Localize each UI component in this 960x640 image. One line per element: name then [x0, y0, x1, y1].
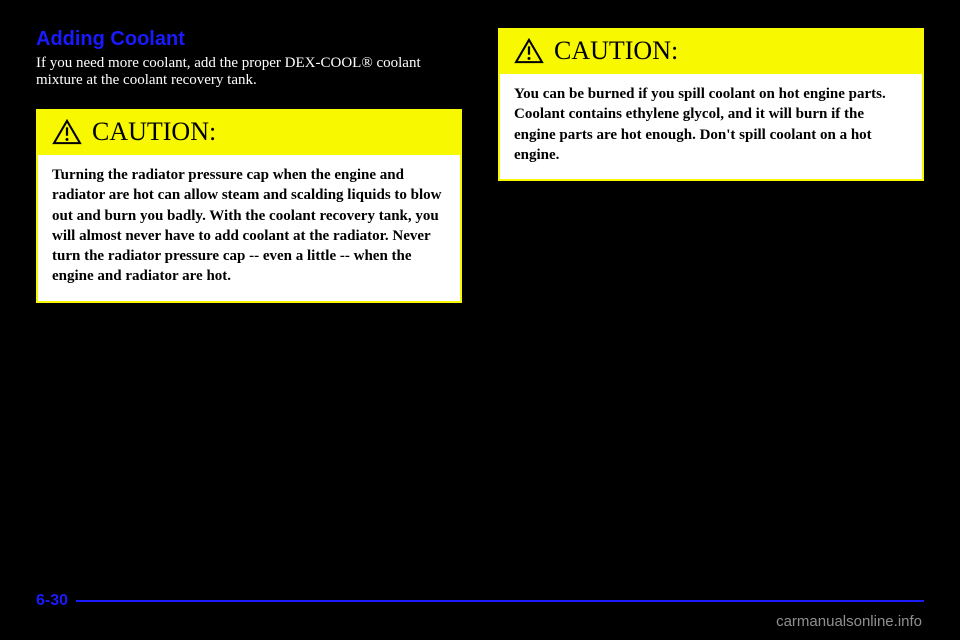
page-columns: Adding Coolant If you need more coolant,…	[0, 0, 960, 303]
footer-rule	[76, 600, 924, 602]
caution-body: You can be burned if you spill coolant o…	[500, 74, 922, 179]
page-number: 6-30	[36, 592, 68, 610]
warning-triangle-icon	[514, 38, 544, 64]
caution-header: CAUTION:	[38, 111, 460, 155]
page-footer: 6-30	[36, 592, 924, 610]
watermark-text: carmanualsonline.info	[776, 613, 922, 630]
caution-title: CAUTION:	[554, 36, 678, 66]
left-column: Adding Coolant If you need more coolant,…	[36, 28, 462, 303]
caution-box-right: CAUTION: You can be burned if you spill …	[498, 28, 924, 181]
caution-body: Turning the radiator pressure cap when t…	[38, 155, 460, 301]
caution-header: CAUTION:	[500, 30, 922, 74]
caution-title: CAUTION:	[92, 117, 216, 147]
caution-box-left: CAUTION: Turning the radiator pressure c…	[36, 109, 462, 303]
right-column: CAUTION: You can be burned if you spill …	[498, 28, 924, 303]
warning-triangle-icon	[52, 119, 82, 145]
section-heading: Adding Coolant	[36, 28, 462, 51]
intro-text: If you need more coolant, add the proper…	[36, 55, 462, 89]
